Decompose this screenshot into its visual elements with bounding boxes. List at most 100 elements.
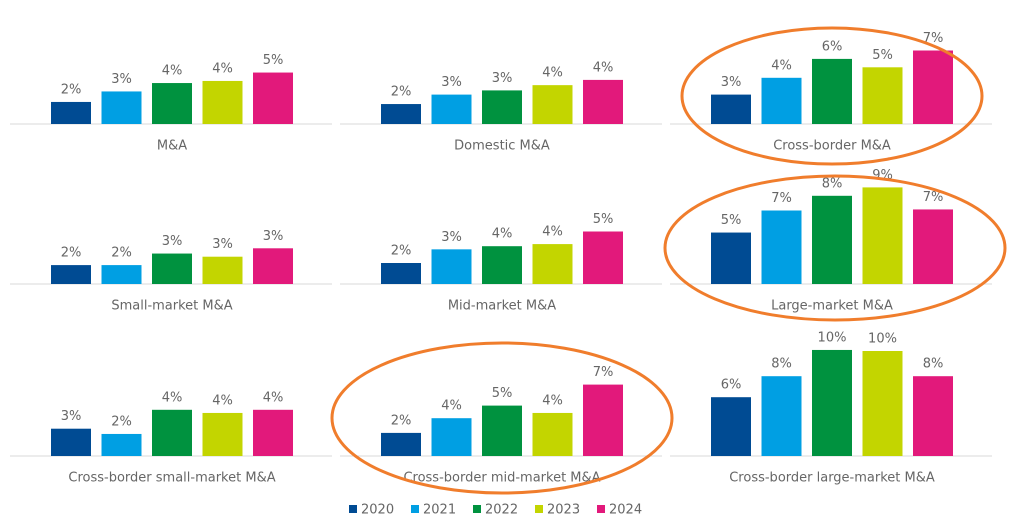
value-label: 4% [593, 60, 614, 75]
bar [381, 104, 421, 124]
bar [431, 249, 472, 284]
bar [253, 248, 293, 284]
value-label: 4% [162, 390, 183, 405]
bar [482, 246, 522, 284]
value-label: 10% [818, 330, 847, 345]
value-label: 10% [868, 332, 897, 347]
panel-title: Cross-border M&A [773, 139, 891, 154]
value-label: 2% [111, 246, 132, 261]
value-label: 3% [492, 71, 513, 86]
bar [202, 80, 243, 124]
bar [583, 384, 623, 456]
bar [812, 58, 852, 124]
highlight-ellipse [330, 341, 674, 495]
value-label: 4% [542, 66, 563, 81]
highlight-ellipse [663, 174, 1007, 322]
bar [711, 232, 751, 284]
value-label: 2% [61, 82, 82, 97]
value-label: 6% [721, 378, 742, 393]
bar [913, 376, 953, 456]
legend-swatch [535, 505, 543, 513]
bar [761, 210, 802, 284]
bar [51, 101, 91, 124]
panel-title: Cross-border large-market M&A [729, 471, 935, 486]
panel-title: Cross-border small-market M&A [68, 471, 275, 486]
value-label: 2% [391, 413, 412, 428]
bar [482, 405, 522, 456]
bar [913, 209, 953, 284]
bar [532, 244, 573, 284]
value-label: 2% [391, 85, 412, 100]
legend-swatch [597, 505, 605, 513]
bar [913, 50, 953, 124]
value-label: 2% [61, 246, 82, 261]
bar [381, 432, 421, 456]
legend-label: 2020 [361, 503, 394, 518]
value-label: 4% [771, 58, 792, 73]
value-label: 5% [263, 53, 284, 68]
bar [583, 231, 623, 284]
bar [152, 83, 192, 124]
value-label: 4% [162, 64, 183, 79]
value-label: 4% [441, 399, 462, 414]
panel-title: Small-market M&A [111, 299, 232, 314]
bar [431, 418, 472, 456]
value-label: 3% [721, 75, 742, 90]
legend-label: 2021 [423, 503, 456, 518]
bar [711, 94, 751, 124]
value-label: 5% [872, 48, 893, 63]
bar [482, 90, 522, 124]
bar [812, 349, 852, 456]
highlight-ellipse [680, 26, 984, 166]
bar [202, 256, 243, 284]
value-label: 2% [391, 244, 412, 259]
bar [532, 85, 573, 124]
bar [431, 94, 472, 124]
bar [862, 67, 903, 124]
value-label: 3% [111, 72, 132, 87]
legend-label: 2023 [547, 503, 580, 518]
bar [152, 253, 192, 284]
bar [152, 409, 192, 456]
bar [711, 397, 751, 456]
value-label: 4% [212, 61, 233, 76]
bar [51, 428, 91, 456]
bar [583, 79, 623, 124]
panel-title: Cross-border mid-market M&A [403, 471, 600, 486]
bar [381, 263, 421, 284]
bar [202, 412, 243, 456]
bar [51, 265, 91, 284]
value-label: 7% [593, 365, 614, 380]
bar [101, 91, 142, 124]
legend-label: 2022 [485, 503, 518, 518]
legend-swatch [349, 505, 357, 513]
value-label: 3% [441, 75, 462, 90]
bar [761, 77, 802, 124]
bar [101, 433, 142, 456]
bar [812, 195, 852, 284]
bar [532, 412, 573, 456]
value-label: 6% [822, 39, 843, 54]
legend-swatch [473, 505, 481, 513]
bar [101, 265, 142, 284]
value-label: 4% [542, 393, 563, 408]
value-label: 4% [212, 393, 233, 408]
legend-label: 2024 [609, 503, 642, 518]
value-label: 5% [721, 213, 742, 228]
panel-title: Large-market M&A [771, 299, 893, 314]
value-label: 3% [263, 229, 284, 244]
bar [862, 187, 903, 284]
value-label: 4% [263, 390, 284, 405]
panel-title: Domestic M&A [454, 139, 550, 154]
value-label: 3% [212, 237, 233, 252]
panel-title: Mid-market M&A [448, 299, 556, 314]
bar [253, 409, 293, 456]
bar [862, 351, 903, 456]
bar [761, 376, 802, 456]
value-label: 7% [771, 191, 792, 206]
value-label: 8% [771, 357, 792, 372]
bar [253, 72, 293, 124]
value-label: 5% [492, 386, 513, 401]
value-label: 4% [542, 225, 563, 240]
